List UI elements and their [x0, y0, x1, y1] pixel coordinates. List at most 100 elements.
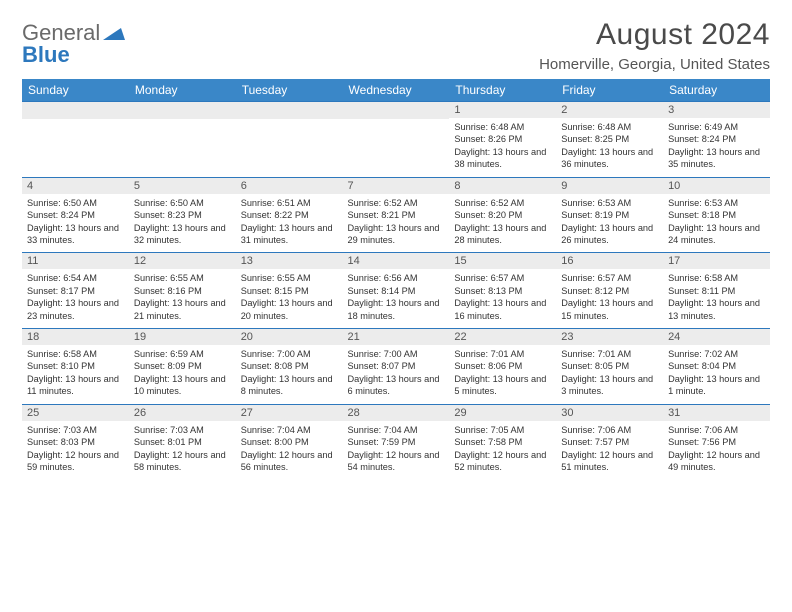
daylight-line: Daylight: 13 hours and 8 minutes.	[241, 373, 338, 398]
day-number: 26	[129, 405, 236, 421]
day-details: Sunrise: 6:57 AMSunset: 8:13 PMDaylight:…	[449, 269, 556, 328]
sunrise-line: Sunrise: 7:03 AM	[134, 424, 231, 436]
calendar-day-cell	[343, 102, 450, 178]
day-number-empty	[129, 102, 236, 119]
calendar-day-cell: 1Sunrise: 6:48 AMSunset: 8:26 PMDaylight…	[449, 102, 556, 178]
day-number: 31	[663, 405, 770, 421]
day-number-empty	[343, 102, 450, 119]
sunrise-line: Sunrise: 6:57 AM	[561, 272, 658, 284]
daylight-line: Daylight: 13 hours and 23 minutes.	[27, 297, 124, 322]
sunset-line: Sunset: 8:14 PM	[348, 285, 445, 297]
logo-text: General Blue	[22, 22, 125, 66]
calendar-day-cell: 23Sunrise: 7:01 AMSunset: 8:05 PMDayligh…	[556, 329, 663, 405]
sunrise-line: Sunrise: 6:48 AM	[561, 121, 658, 133]
sunrise-line: Sunrise: 6:53 AM	[668, 197, 765, 209]
day-details: Sunrise: 7:03 AMSunset: 8:03 PMDaylight:…	[22, 421, 129, 480]
day-details: Sunrise: 6:48 AMSunset: 8:26 PMDaylight:…	[449, 118, 556, 177]
calendar-day-cell: 22Sunrise: 7:01 AMSunset: 8:06 PMDayligh…	[449, 329, 556, 405]
day-details: Sunrise: 6:52 AMSunset: 8:20 PMDaylight:…	[449, 194, 556, 253]
day-details: Sunrise: 6:59 AMSunset: 8:09 PMDaylight:…	[129, 345, 236, 404]
day-details: Sunrise: 7:04 AMSunset: 8:00 PMDaylight:…	[236, 421, 343, 480]
sunset-line: Sunset: 8:09 PM	[134, 360, 231, 372]
day-number: 25	[22, 405, 129, 421]
calendar-day-cell: 20Sunrise: 7:00 AMSunset: 8:08 PMDayligh…	[236, 329, 343, 405]
day-details: Sunrise: 6:52 AMSunset: 8:21 PMDaylight:…	[343, 194, 450, 253]
day-number: 17	[663, 253, 770, 269]
day-number: 5	[129, 178, 236, 194]
daylight-line: Daylight: 13 hours and 21 minutes.	[134, 297, 231, 322]
sunrise-line: Sunrise: 7:06 AM	[561, 424, 658, 436]
sunrise-line: Sunrise: 7:00 AM	[348, 348, 445, 360]
calendar-day-cell: 4Sunrise: 6:50 AMSunset: 8:24 PMDaylight…	[22, 177, 129, 253]
sunrise-line: Sunrise: 6:58 AM	[27, 348, 124, 360]
daylight-line: Daylight: 13 hours and 18 minutes.	[348, 297, 445, 322]
daylight-line: Daylight: 13 hours and 29 minutes.	[348, 222, 445, 247]
calendar-day-cell	[236, 102, 343, 178]
sunset-line: Sunset: 8:03 PM	[27, 436, 124, 448]
calendar-day-cell: 17Sunrise: 6:58 AMSunset: 8:11 PMDayligh…	[663, 253, 770, 329]
calendar-day-cell: 26Sunrise: 7:03 AMSunset: 8:01 PMDayligh…	[129, 404, 236, 479]
day-number: 13	[236, 253, 343, 269]
daylight-line: Daylight: 13 hours and 31 minutes.	[241, 222, 338, 247]
daylight-line: Daylight: 13 hours and 5 minutes.	[454, 373, 551, 398]
sunset-line: Sunset: 8:18 PM	[668, 209, 765, 221]
day-number: 2	[556, 102, 663, 118]
sunrise-line: Sunrise: 7:01 AM	[454, 348, 551, 360]
sunrise-line: Sunrise: 7:01 AM	[561, 348, 658, 360]
calendar-day-cell: 9Sunrise: 6:53 AMSunset: 8:19 PMDaylight…	[556, 177, 663, 253]
daylight-line: Daylight: 13 hours and 10 minutes.	[134, 373, 231, 398]
sunrise-line: Sunrise: 7:05 AM	[454, 424, 551, 436]
sunset-line: Sunset: 8:13 PM	[454, 285, 551, 297]
daylight-line: Daylight: 13 hours and 15 minutes.	[561, 297, 658, 322]
daylight-line: Daylight: 13 hours and 36 minutes.	[561, 146, 658, 171]
sunset-line: Sunset: 8:06 PM	[454, 360, 551, 372]
day-number: 30	[556, 405, 663, 421]
day-number: 3	[663, 102, 770, 118]
day-details: Sunrise: 7:06 AMSunset: 7:56 PMDaylight:…	[663, 421, 770, 480]
daylight-line: Daylight: 13 hours and 6 minutes.	[348, 373, 445, 398]
daylight-line: Daylight: 12 hours and 52 minutes.	[454, 449, 551, 474]
day-details: Sunrise: 6:58 AMSunset: 8:11 PMDaylight:…	[663, 269, 770, 328]
weekday-header: Monday	[129, 79, 236, 102]
day-details: Sunrise: 7:01 AMSunset: 8:05 PMDaylight:…	[556, 345, 663, 404]
day-number: 12	[129, 253, 236, 269]
daylight-line: Daylight: 13 hours and 20 minutes.	[241, 297, 338, 322]
day-number-empty	[236, 102, 343, 119]
calendar-day-cell: 30Sunrise: 7:06 AMSunset: 7:57 PMDayligh…	[556, 404, 663, 479]
month-title: August 2024	[539, 18, 770, 52]
day-number: 24	[663, 329, 770, 345]
daylight-line: Daylight: 12 hours and 59 minutes.	[27, 449, 124, 474]
calendar-day-cell: 11Sunrise: 6:54 AMSunset: 8:17 PMDayligh…	[22, 253, 129, 329]
sunset-line: Sunset: 7:58 PM	[454, 436, 551, 448]
daylight-line: Daylight: 13 hours and 35 minutes.	[668, 146, 765, 171]
sunrise-line: Sunrise: 6:53 AM	[561, 197, 658, 209]
header: General Blue August 2024 Homerville, Geo…	[22, 18, 770, 73]
day-number: 14	[343, 253, 450, 269]
day-number: 4	[22, 178, 129, 194]
title-block: August 2024 Homerville, Georgia, United …	[539, 18, 770, 73]
day-number: 9	[556, 178, 663, 194]
day-number: 29	[449, 405, 556, 421]
calendar-table: Sunday Monday Tuesday Wednesday Thursday…	[22, 79, 770, 479]
day-details: Sunrise: 6:49 AMSunset: 8:24 PMDaylight:…	[663, 118, 770, 177]
calendar-day-cell: 21Sunrise: 7:00 AMSunset: 8:07 PMDayligh…	[343, 329, 450, 405]
day-number: 1	[449, 102, 556, 118]
day-number: 11	[22, 253, 129, 269]
sunset-line: Sunset: 8:11 PM	[668, 285, 765, 297]
daylight-line: Daylight: 13 hours and 13 minutes.	[668, 297, 765, 322]
calendar-day-cell: 18Sunrise: 6:58 AMSunset: 8:10 PMDayligh…	[22, 329, 129, 405]
daylight-line: Daylight: 13 hours and 26 minutes.	[561, 222, 658, 247]
day-details: Sunrise: 6:50 AMSunset: 8:24 PMDaylight:…	[22, 194, 129, 253]
sunset-line: Sunset: 8:26 PM	[454, 133, 551, 145]
sunrise-line: Sunrise: 6:50 AM	[27, 197, 124, 209]
calendar-day-cell: 7Sunrise: 6:52 AMSunset: 8:21 PMDaylight…	[343, 177, 450, 253]
weekday-header: Tuesday	[236, 79, 343, 102]
daylight-line: Daylight: 13 hours and 33 minutes.	[27, 222, 124, 247]
calendar-day-cell: 15Sunrise: 6:57 AMSunset: 8:13 PMDayligh…	[449, 253, 556, 329]
sunset-line: Sunset: 8:16 PM	[134, 285, 231, 297]
day-details: Sunrise: 6:53 AMSunset: 8:18 PMDaylight:…	[663, 194, 770, 253]
calendar-day-cell: 13Sunrise: 6:55 AMSunset: 8:15 PMDayligh…	[236, 253, 343, 329]
sunrise-line: Sunrise: 7:00 AM	[241, 348, 338, 360]
calendar-day-cell: 8Sunrise: 6:52 AMSunset: 8:20 PMDaylight…	[449, 177, 556, 253]
day-details: Sunrise: 6:53 AMSunset: 8:19 PMDaylight:…	[556, 194, 663, 253]
